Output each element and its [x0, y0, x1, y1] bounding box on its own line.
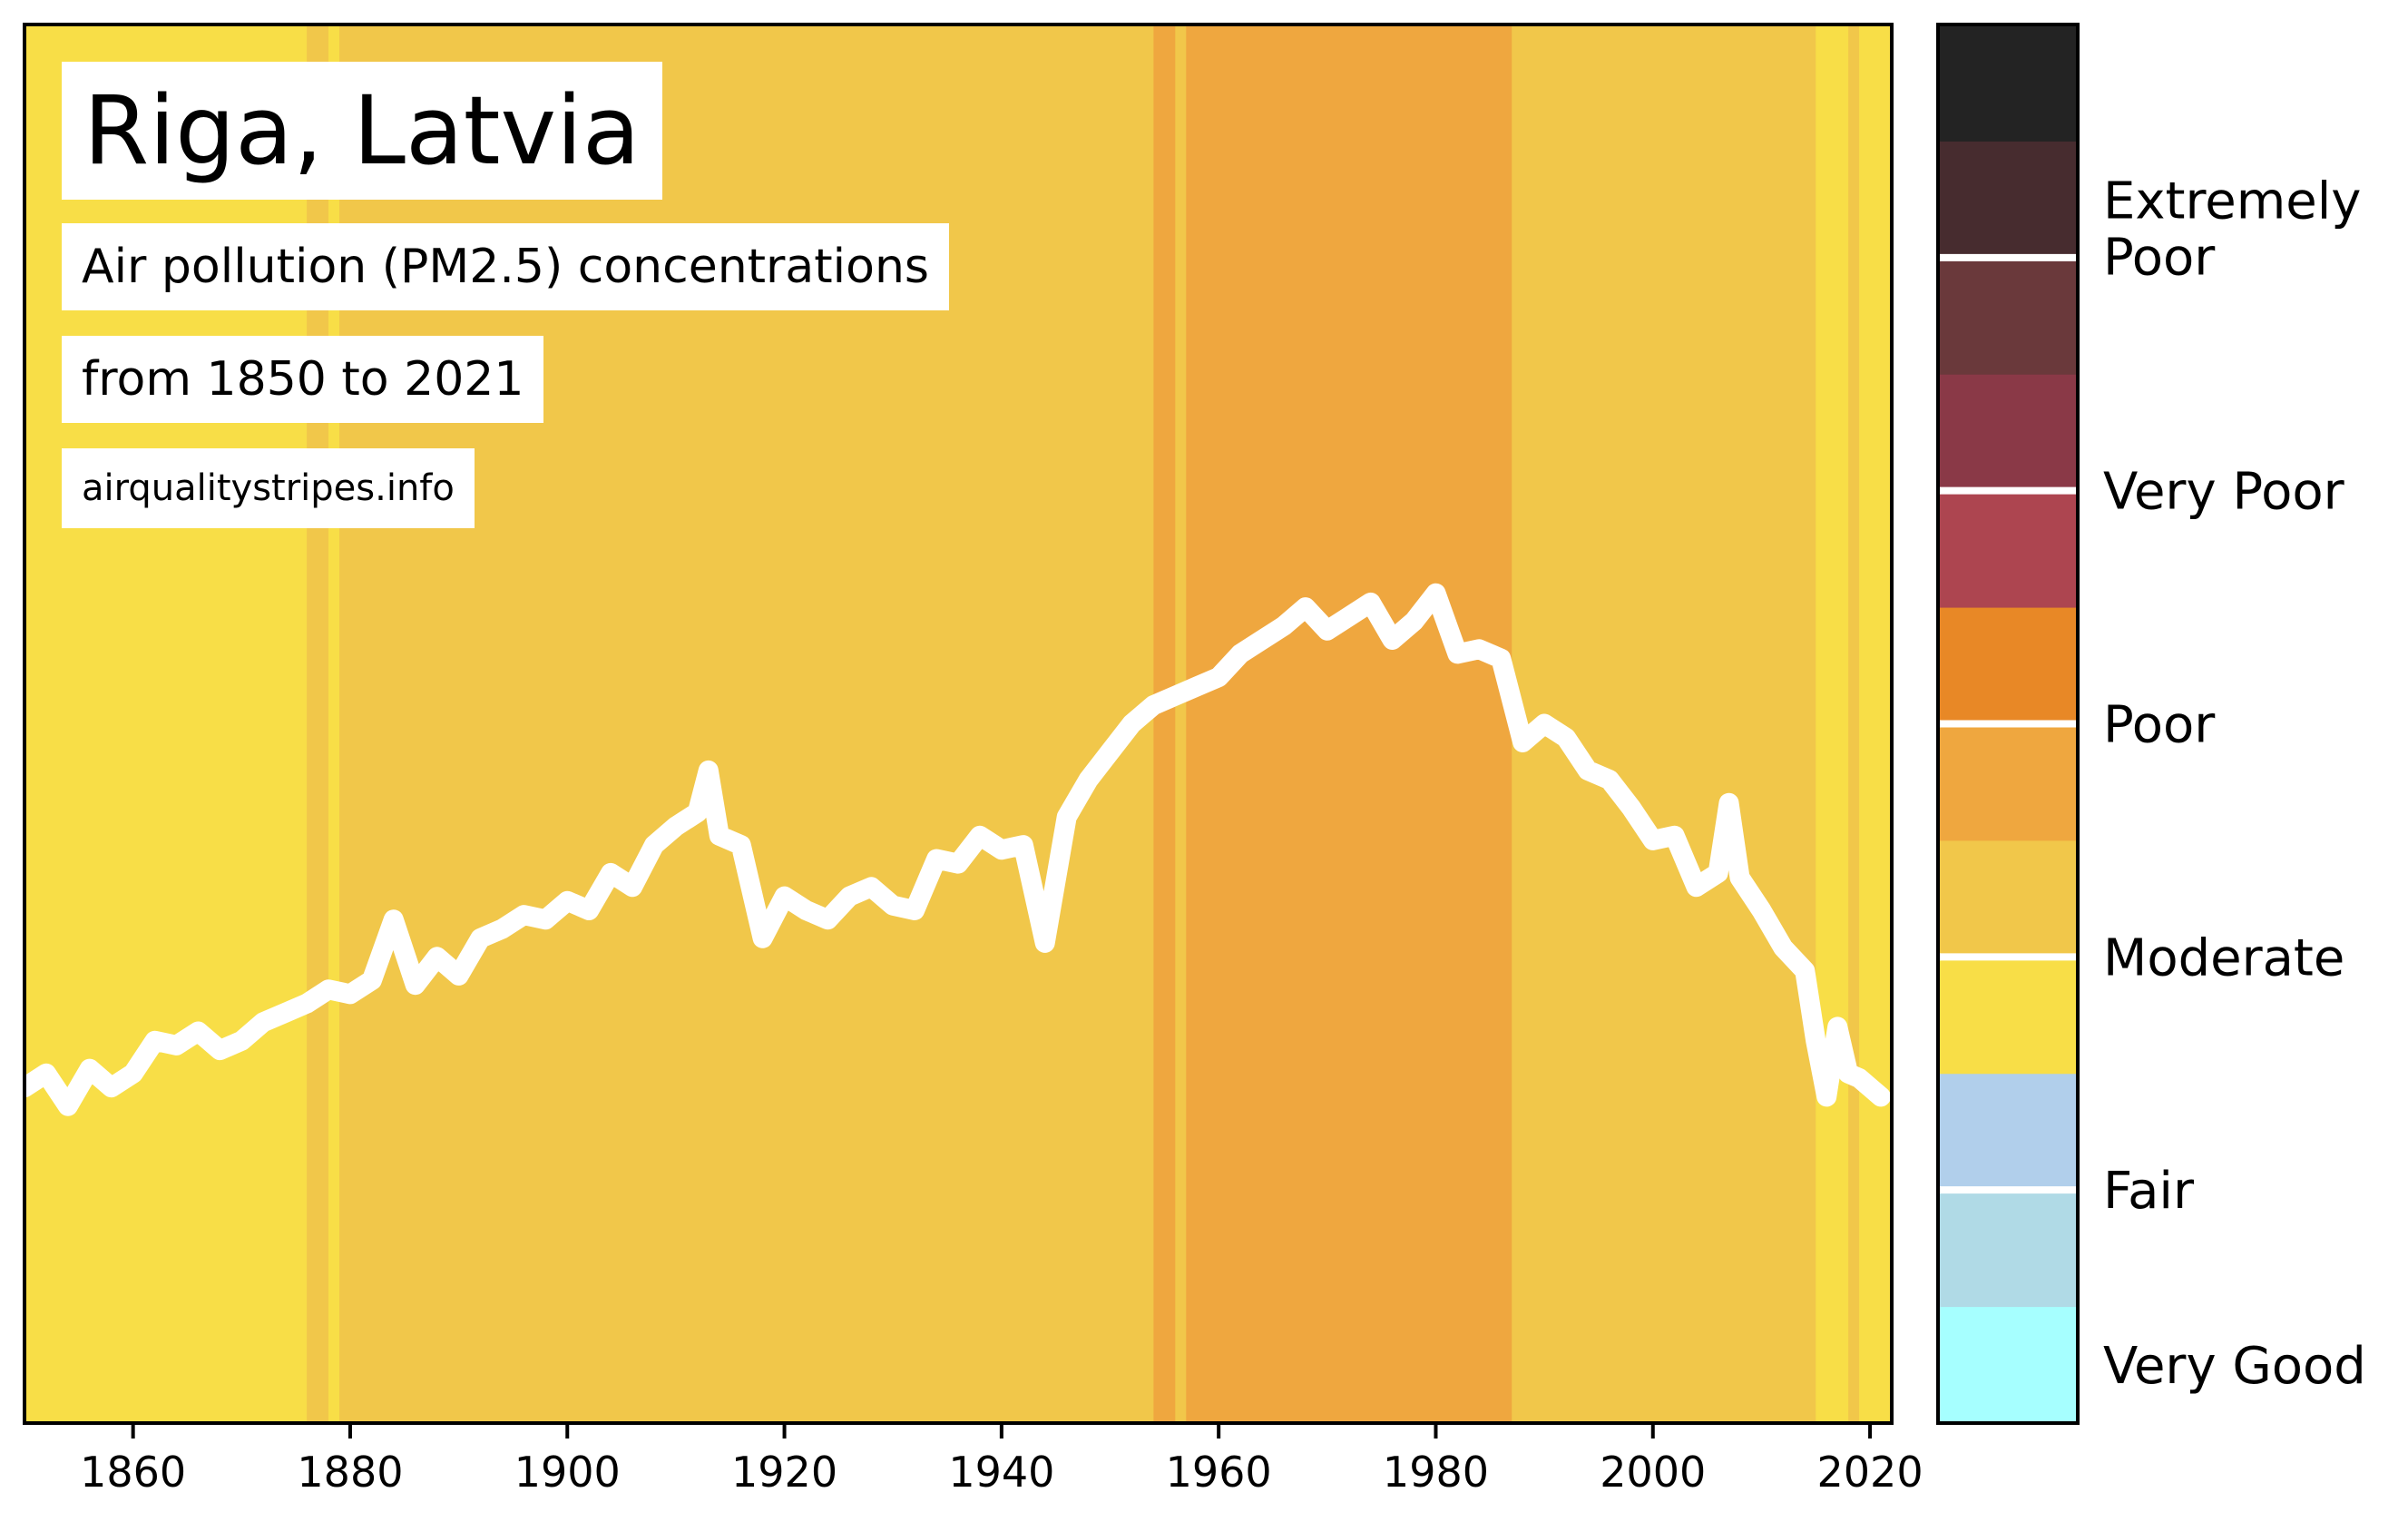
stripe-8: [1816, 25, 1849, 1423]
x-tick-label-2000: 2000: [1600, 1448, 1706, 1497]
colorbar-segment-9: [1938, 257, 2078, 375]
colorbar-label-4: Very Poor: [2103, 463, 2345, 522]
colorbar-frame: [1936, 23, 2080, 1425]
colorbar-segment-4: [1938, 840, 2078, 957]
stripe-10: [1859, 25, 1893, 1423]
chart-date-range: from 1850 to 2021: [62, 336, 544, 423]
colorbar-segment-2: [1938, 1073, 2078, 1191]
colorbar-label-2: Moderate: [2103, 928, 2344, 987]
colorbar-label-0: Very Good: [2103, 1337, 2366, 1396]
plot-frame: [23, 23, 1894, 1425]
x-tick-label-1940: 1940: [948, 1448, 1054, 1497]
colorbar-segment-10: [1938, 141, 2078, 259]
x-tick-label-2020: 2020: [1817, 1448, 1923, 1497]
chart-subtitle: Air pollution (PM2.5) concentrations: [62, 223, 949, 310]
colorbar-segment-6: [1938, 607, 2078, 724]
stripe-4: [1153, 25, 1176, 1423]
stripe-9: [1848, 25, 1860, 1423]
colorbar-label-1: Fair: [2103, 1162, 2195, 1221]
colorbar-label-3: Poor: [2103, 696, 2216, 755]
stripe-5: [1175, 25, 1187, 1423]
stripe-6: [1186, 25, 1512, 1423]
source-credit: airqualitystripes.info: [62, 448, 475, 528]
colorbar-label-5: Extremely Poor: [2103, 172, 2361, 288]
colorbar-labels: Very Good Fair Moderate Poor Very Poor Extrem…: [2103, 172, 2366, 1396]
colorbar-segment-5: [1938, 723, 2078, 841]
x-tick-label-1900: 1900: [514, 1448, 621, 1497]
chart-title: Riga, Latvia: [62, 62, 662, 200]
colorbar-segment-0: [1938, 1306, 2078, 1424]
colorbar-segment-11: [1938, 25, 2078, 142]
colorbar-segment-7: [1938, 490, 2078, 608]
x-tick-label-1920: 1920: [731, 1448, 837, 1497]
x-tick-label-1980: 1980: [1383, 1448, 1489, 1497]
colorbar-segment-1: [1938, 1190, 2078, 1308]
pm25-trend-line: [15, 583, 1891, 1116]
x-axis: 1860 1880 1900 1920 1940 1960 1980 2000 2020: [80, 1423, 1923, 1497]
x-tick-label-1880: 1880: [297, 1448, 403, 1497]
colorbar: [1936, 23, 2080, 1425]
colorbar-segment-8: [1938, 374, 2078, 492]
colorbar-segment-3: [1938, 957, 2078, 1075]
x-tick-label-1860: 1860: [80, 1448, 186, 1497]
x-tick-label-1960: 1960: [1166, 1448, 1272, 1497]
